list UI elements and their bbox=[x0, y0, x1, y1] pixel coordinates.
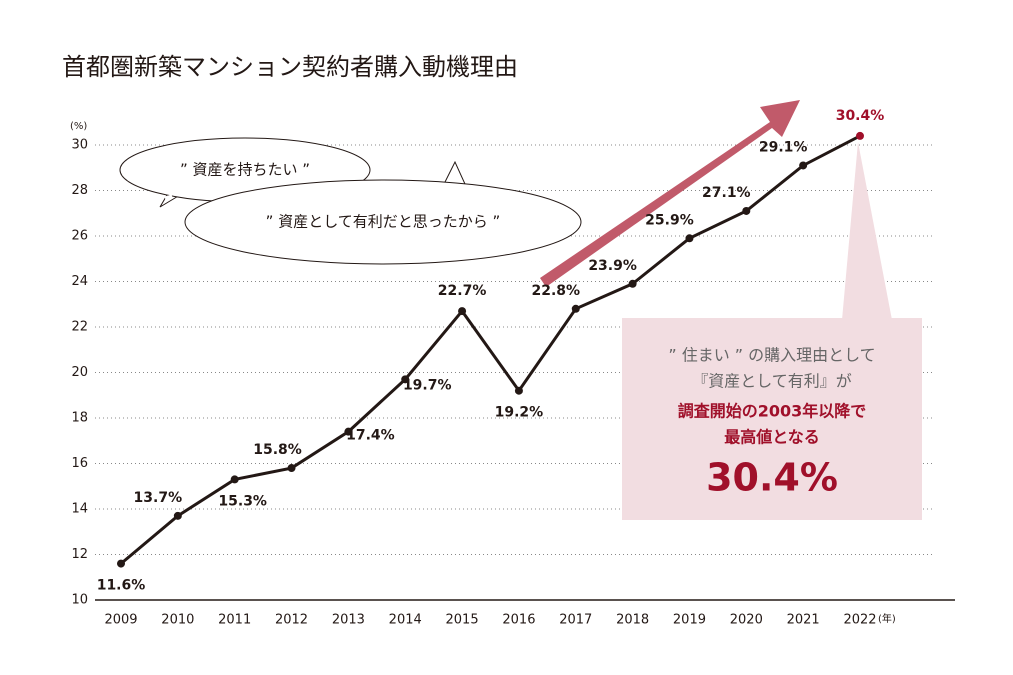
y-tick-label: 26 bbox=[71, 229, 88, 244]
value-label: 30.4% bbox=[836, 108, 885, 124]
x-tick-label: 2011 bbox=[218, 613, 251, 628]
value-label: 17.4% bbox=[346, 428, 395, 444]
y-tick-label: 28 bbox=[71, 183, 88, 198]
y-tick-label: 12 bbox=[71, 547, 88, 562]
point bbox=[856, 131, 864, 140]
x-tick-label: 2015 bbox=[446, 613, 479, 628]
callout-value: 30.4% bbox=[706, 456, 838, 500]
point bbox=[685, 234, 694, 243]
x-tick-label: 2016 bbox=[502, 613, 535, 628]
point bbox=[799, 161, 808, 170]
bubble-text: ” 資産を持ちたい ” bbox=[180, 161, 310, 179]
chart-title: 首都圏新築マンション契約者購入動機理由 bbox=[62, 53, 518, 81]
point bbox=[173, 511, 182, 520]
callout: ” 住まい ” の購入理由として 『資産として有利』が 調査開始の2003年以降… bbox=[622, 142, 922, 520]
bubble-text: ” 資産として有利だと思ったから ” bbox=[266, 213, 501, 231]
value-label: 11.6% bbox=[97, 578, 146, 594]
value-label: 13.7% bbox=[134, 490, 183, 506]
y-tick-label: 20 bbox=[71, 365, 88, 380]
point bbox=[401, 375, 410, 384]
point bbox=[230, 475, 239, 484]
callout-text: 『資産として有利』が bbox=[692, 372, 852, 391]
y-tick-label: 24 bbox=[71, 274, 88, 289]
value-label: 29.1% bbox=[759, 139, 808, 155]
point bbox=[742, 206, 751, 215]
y-tick-label: 22 bbox=[71, 320, 88, 335]
callout-text: ” 住まい ” の購入理由として bbox=[668, 346, 875, 365]
x-axis-label: (年) bbox=[878, 612, 896, 625]
x-tick-label: 2020 bbox=[730, 613, 763, 628]
value-label: 19.2% bbox=[495, 405, 544, 421]
point bbox=[571, 304, 580, 313]
point bbox=[458, 307, 467, 316]
point bbox=[344, 427, 353, 436]
x-tick-label: 2012 bbox=[275, 613, 308, 628]
value-label: 22.8% bbox=[531, 283, 580, 299]
x-tick-label: 2021 bbox=[787, 613, 820, 628]
value-label: 19.7% bbox=[403, 377, 452, 393]
y-tick-label: 16 bbox=[71, 456, 88, 471]
callout-text: 調査開始の2003年以降で bbox=[678, 402, 867, 421]
y-tick-label: 30 bbox=[71, 138, 88, 153]
value-label: 22.7% bbox=[438, 283, 487, 299]
point bbox=[514, 386, 523, 395]
point bbox=[117, 559, 125, 568]
trend-arrow bbox=[540, 100, 800, 287]
value-label: 27.1% bbox=[702, 185, 751, 201]
x-tick-label: 2009 bbox=[104, 613, 137, 628]
point bbox=[287, 464, 296, 473]
x-tick-label: 2019 bbox=[673, 613, 706, 628]
value-label: 25.9% bbox=[645, 212, 694, 228]
y-tick-label: 18 bbox=[71, 411, 88, 426]
x-tick-label: 2018 bbox=[616, 613, 649, 628]
value-label: 23.9% bbox=[588, 258, 637, 274]
value-label: 15.8% bbox=[253, 442, 302, 458]
x-tick-label: 2013 bbox=[332, 613, 365, 628]
callout-text: 最高値となる bbox=[724, 428, 820, 447]
x-tick-label: 2010 bbox=[161, 613, 194, 628]
y-axis-label: (%) bbox=[70, 121, 87, 132]
y-tick-label: 10 bbox=[71, 593, 88, 608]
y-tick-label: 14 bbox=[71, 502, 88, 517]
bubble-2: ” 資産として有利だと思ったから ” bbox=[184, 160, 582, 265]
value-label: 15.3% bbox=[218, 493, 267, 509]
line bbox=[120, 134, 861, 565]
x-tick-label: 2022 bbox=[843, 613, 876, 628]
x-tick-label: 2014 bbox=[389, 613, 422, 628]
point bbox=[628, 279, 637, 288]
x-tick-label: 2017 bbox=[559, 613, 592, 628]
